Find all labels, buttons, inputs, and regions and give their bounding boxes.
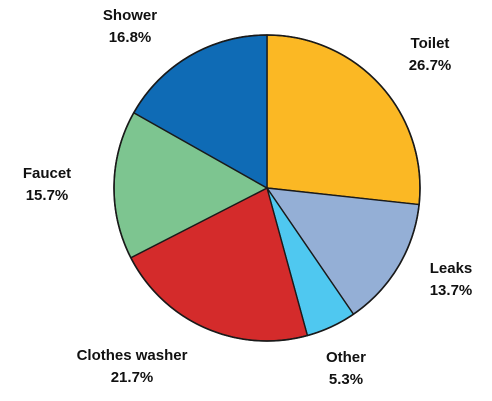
pie-outline [113, 34, 421, 342]
slice-name-toilet: Toilet [411, 35, 450, 52]
slice-label-shower: Shower 16.8% [103, 7, 157, 46]
slice-value-clothes-washer: 21.7% [111, 369, 154, 386]
slice-value-faucet: 15.7% [26, 187, 69, 204]
slice-label-toilet: Toilet 26.7% [409, 35, 452, 74]
slice-name-faucet: Faucet [23, 165, 71, 182]
pie-slice-toilet [266, 34, 421, 206]
slice-name-other: Other [326, 349, 366, 366]
slice-value-shower: 16.8% [109, 29, 152, 46]
labels-layer: Toilet 26.7% Leaks 13.7% Other 5.3% Clothes wa… [23, 7, 472, 388]
slice-name-clothes-washer: Clothes washer [77, 347, 188, 364]
slice-label-clothes-washer: Clothes washer 21.7% [77, 347, 188, 386]
slice-label-faucet: Faucet 15.7% [23, 165, 71, 204]
slice-value-toilet: 26.7% [409, 57, 452, 74]
slice-label-other: Other 5.3% [326, 349, 366, 388]
slice-label-leaks: Leaks 13.7% [430, 260, 473, 299]
slice-value-other: 5.3% [329, 371, 363, 388]
slices-layer [113, 34, 421, 342]
slice-name-shower: Shower [103, 7, 157, 24]
slice-value-leaks: 13.7% [430, 282, 473, 299]
slice-name-leaks: Leaks [430, 260, 473, 277]
